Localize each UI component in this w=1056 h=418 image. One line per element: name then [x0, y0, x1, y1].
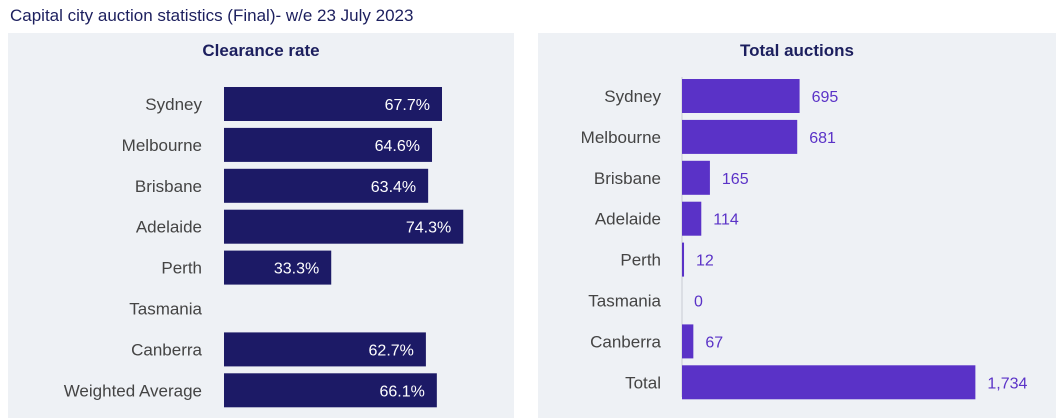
total-auctions-category-label-melbourne: Melbourne	[581, 128, 661, 147]
total-auctions-value-label-melbourne: 681	[809, 130, 836, 147]
total-auctions-bar-melbourne	[682, 119, 798, 154]
clearance-rate-bar-perth	[224, 250, 332, 285]
total-auctions-category-label-sydney: Sydney	[604, 87, 661, 106]
clearance-rate-bar-melbourne	[224, 127, 433, 162]
total-auctions-bar-sydney	[682, 79, 800, 113]
clearance-rate-panel: Clearance rate Sydney 67.7% Melbourne 64.6%…	[8, 33, 514, 418]
total-auctions-category-label-perth: Perth	[620, 251, 661, 270]
total-auctions-chart: Sydney 695 Melbourne 681 Brisbane 165 Adelaide…	[581, 77, 1028, 400]
clearance-rate-category-label-perth: Perth	[161, 259, 202, 278]
total-auctions-value-label-sydney: 695	[812, 89, 839, 106]
clearance-rate-category-label-weighted-average: Weighted Average	[64, 381, 202, 400]
total-auctions-bar-adelaide	[682, 201, 702, 236]
clearance-rate-category-label-melbourne: Melbourne	[122, 136, 202, 155]
total-auctions-value-label-perth: 12	[696, 253, 714, 270]
total-auctions-category-label-adelaide: Adelaide	[595, 210, 661, 229]
total-auctions-value-label-adelaide: 114	[713, 212, 739, 229]
total-auctions-category-label-brisbane: Brisbane	[594, 169, 661, 188]
clearance-rate-category-label-canberra: Canberra	[131, 340, 202, 359]
clearance-rate-value-label-sydney: 67.7%	[385, 97, 430, 114]
total-auctions-bar-perth	[682, 242, 685, 277]
clearance-rate-value-label-melbourne: 64.6%	[375, 138, 420, 155]
clearance-rate-bar-weighted-average	[224, 373, 437, 408]
clearance-rate-value-label-adelaide: 74.3%	[406, 220, 451, 237]
total-auctions-panel: Total auctions Sydney 695 Melbourne 681 Bris…	[538, 33, 1056, 418]
clearance-rate-bar-brisbane	[224, 168, 429, 203]
clearance-rate-value-label-perth: 33.3%	[274, 261, 319, 278]
total-auctions-category-label-total: Total	[625, 373, 661, 392]
clearance-rate-category-label-adelaide: Adelaide	[136, 218, 202, 237]
clearance-rate-category-label-sydney: Sydney	[145, 95, 202, 114]
clearance-rate-category-label-tasmania: Tasmania	[129, 300, 202, 319]
clearance-rate-title: Clearance rate	[202, 41, 320, 60]
clearance-rate-bar-adelaide	[224, 209, 464, 244]
total-auctions-title: Total auctions	[740, 41, 854, 60]
total-auctions-bar-canberra	[682, 324, 694, 359]
total-auctions-value-label-brisbane: 165	[722, 171, 749, 188]
clearance-rate-value-label-canberra: 62.7%	[369, 342, 414, 359]
clearance-rate-bar-canberra	[224, 332, 426, 367]
clearance-rate-value-label-brisbane: 63.4%	[371, 179, 416, 196]
total-auctions-bar-brisbane	[682, 160, 710, 195]
total-auctions-value-label-canberra: 67	[705, 334, 723, 351]
total-auctions-category-label-tasmania: Tasmania	[588, 292, 661, 311]
clearance-rate-chart: Sydney 67.7% Melbourne 64.6% Brisbane 63.4% Ad…	[64, 87, 464, 408]
clearance-rate-value-label-weighted-average: 66.1%	[379, 383, 424, 400]
page-title: Capital city auction statistics (Final)-…	[10, 6, 414, 25]
total-auctions-category-label-canberra: Canberra	[590, 332, 661, 351]
clearance-rate-bar-sydney	[224, 87, 442, 121]
total-auctions-value-label-total: 1,734	[987, 375, 1027, 392]
total-auctions-bar-total	[682, 365, 976, 400]
total-auctions-value-label-tasmania: 0	[694, 294, 703, 311]
clearance-rate-category-label-brisbane: Brisbane	[135, 177, 202, 196]
